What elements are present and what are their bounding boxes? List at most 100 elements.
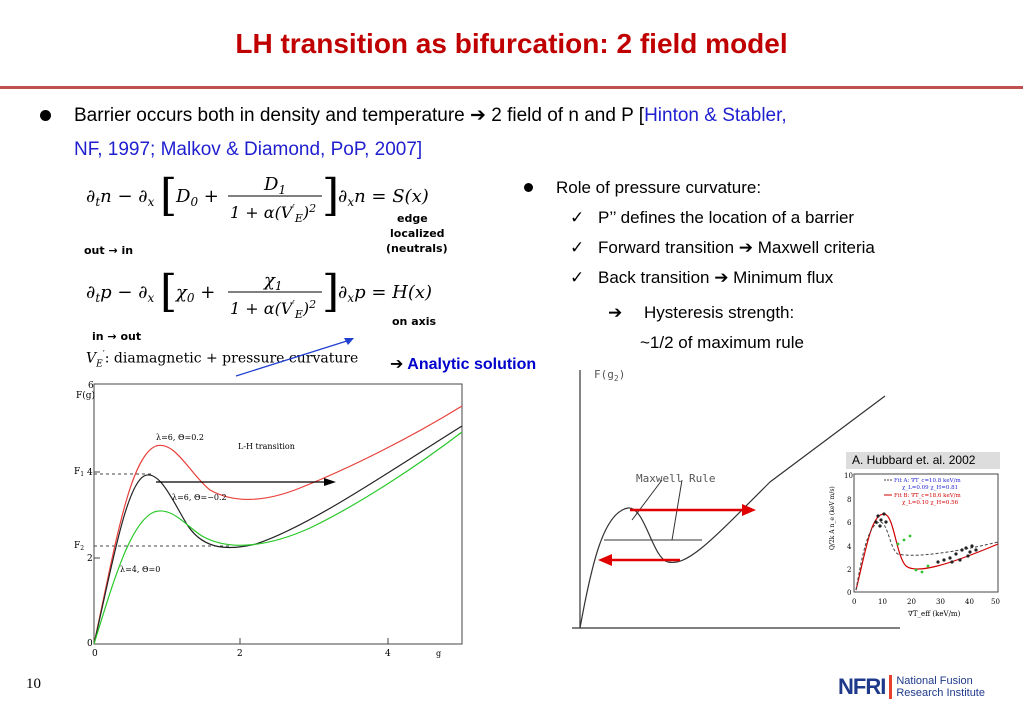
curve-label-red: λ=6, Θ=0.2 xyxy=(156,433,204,442)
y-tick-4: 4 xyxy=(87,468,93,478)
inset-y-tick-8: 8 xyxy=(847,496,851,504)
y-tick-6: 6 xyxy=(88,381,94,391)
svg-text:D1: D1 xyxy=(263,174,286,197)
inset-y-label: Q/2k A n_e (keV m/s) xyxy=(829,486,836,550)
inset-x-tick-10: 10 xyxy=(878,598,887,606)
y-tick-0: 0 xyxy=(87,639,93,649)
check-item-3-text: Back transition ➔ Minimum flux xyxy=(598,268,834,287)
left-plot-frame xyxy=(93,383,463,645)
transition-label: L-H transition xyxy=(238,442,295,451)
check-icon: ✓ xyxy=(570,268,585,287)
svg-text:∂tn − ∂x: ∂tn − ∂x xyxy=(86,186,155,209)
eq1-label-localized: localized xyxy=(390,227,445,240)
inset-x-tick-50: 50 xyxy=(991,598,1000,606)
svg-text:]: ] xyxy=(322,170,339,221)
x-tick-4: 4 xyxy=(385,649,391,658)
svg-text:1 + α(V′E)2: 1 + α(V′E)2 xyxy=(230,298,316,320)
right-plot: F(g2) Maxwell Rule xyxy=(572,368,900,629)
curve-black xyxy=(93,425,463,645)
eq2-label-axis: on axis xyxy=(392,315,437,328)
inset-caption-box: A. Hubbard et. al. 2002 xyxy=(846,452,1000,469)
main-bullet-text2: 2 field of n and P [ xyxy=(485,105,645,126)
title-divider xyxy=(0,86,1023,89)
svg-text:∂xp = H(x): ∂xp = H(x) xyxy=(338,282,432,305)
check-item-1: ✓ P’’ defines the location of a barrier xyxy=(570,208,854,228)
svg-text:1 + α(V′E)2: 1 + α(V′E)2 xyxy=(230,202,316,224)
inset-x-tick-20: 20 xyxy=(907,598,916,606)
reference-line2: NF, 1997; Malkov & Diamond, PoP, 2007] xyxy=(74,139,423,160)
sub-item-text: Hysteresis strength: xyxy=(644,303,795,322)
inset-fit-red xyxy=(855,513,999,591)
main-bullet-dot xyxy=(40,110,51,121)
inset-y-tick-4: 4 xyxy=(847,543,852,551)
eq2-direction: in → out xyxy=(92,330,142,343)
svg-text:χ0 +: χ0 + xyxy=(174,282,215,305)
curve-label-black: λ=6, Θ=−0.2 xyxy=(172,493,227,502)
nfri-logo-bar xyxy=(889,675,893,699)
svg-text:[: [ xyxy=(160,170,177,221)
analytic-arrow: ➔ xyxy=(390,356,404,373)
pointer-arrow xyxy=(235,338,354,377)
equation-pressure: ∂tp − ∂x [ χ0 + χ1 1 + α(V′E)2 ] ∂xp = H… xyxy=(86,266,432,320)
sub-item-2: ~1/2 of maximum rule xyxy=(640,333,804,352)
right-plot-curve xyxy=(579,395,886,629)
inset-legend-1: Fit A: ∇T_c=10.8 keV/m xyxy=(894,478,961,484)
inset-y-tick-6: 6 xyxy=(847,519,852,527)
inset-x-label: ∇T_eff (keV/m) xyxy=(908,610,961,618)
equation-density: ∂tn − ∂x [ D0 + D1 1 + α(V′E)2 ] ∂xn = S… xyxy=(86,170,429,224)
inset-y-tick-2: 2 xyxy=(847,566,851,574)
f2-label: F2 xyxy=(74,541,84,552)
analytic-text: Analytic solution xyxy=(407,356,537,373)
y-axis-title: F(g) xyxy=(76,390,95,401)
maxwell-rule-label: Maxwell Rule xyxy=(636,472,715,485)
right-bullet-dot xyxy=(524,183,533,192)
nfri-logo-text: National Fusion Research Institute xyxy=(896,675,985,699)
inset-x-tick-40: 40 xyxy=(965,598,974,606)
svg-text:∂tp − ∂x: ∂tp − ∂x xyxy=(86,282,155,305)
inset-legend-3: Fit B: ∇T_c=18.6 keV/m xyxy=(894,493,962,499)
inset-x-tick-0: 0 xyxy=(852,598,856,606)
nfri-logo-line2: Research Institute xyxy=(896,687,985,699)
eq1-label-edge: edge xyxy=(397,212,428,225)
x-tick-2: 2 xyxy=(237,649,243,658)
ve-definition: VE′: diamagnetic + pressure curvature xyxy=(86,350,359,370)
inset-x-tick-30: 30 xyxy=(936,598,945,606)
svg-text:χ1: χ1 xyxy=(262,270,283,293)
main-bullet-line1: Barrier occurs both in density and tempe… xyxy=(74,103,787,129)
inset-legend-4: χ_L=0.10 χ_H=0.56 xyxy=(902,500,959,506)
right-bullet-header: Role of pressure curvature: xyxy=(556,178,762,197)
slide-title: LH transition as bifurcation: 2 field mo… xyxy=(235,28,788,59)
svg-text:[: [ xyxy=(160,266,177,317)
check-item-3: ✓ Back transition ➔ Minimum flux xyxy=(570,268,833,288)
sub-item-hysteresis: ➔ Hysteresis strength: xyxy=(608,303,794,323)
x-tick-0: 0 xyxy=(92,649,98,658)
analytic-solution-label: ➔ Analytic solution xyxy=(390,354,536,374)
check-icon: ✓ xyxy=(570,208,585,227)
reference-line1: Hinton & Stabler, xyxy=(644,105,787,126)
curve-label-green: λ=4, Θ=0 xyxy=(120,565,160,574)
svg-text:D0 +: D0 + xyxy=(175,186,219,209)
check-item-2-text: Forward transition ➔ Maxwell criteria xyxy=(598,238,875,257)
inset-scatter-green xyxy=(896,534,930,574)
inset-frame xyxy=(853,473,999,593)
inset-y-tick-10: 10 xyxy=(844,472,853,480)
check-item-2: ✓ Forward transition ➔ Maxwell criteria xyxy=(570,238,875,258)
curve-red xyxy=(93,405,463,645)
curve-green xyxy=(93,431,463,645)
main-bullet-arrow: ➔ xyxy=(470,105,486,126)
eq1-label-neutrals: (neutrals) xyxy=(386,242,448,255)
svg-text:∂xn = S(x): ∂xn = S(x) xyxy=(338,186,429,209)
svg-text:]: ] xyxy=(322,266,339,317)
ve-definition-text: : diamagnetic + pressure curvature xyxy=(104,350,359,367)
x-axis-title: g xyxy=(436,649,441,658)
check-icon: ✓ xyxy=(570,238,585,257)
sub-arrow-icon: ➔ xyxy=(608,303,623,322)
nfri-logo-mark: NFRI xyxy=(838,674,886,699)
left-plot: 6 F(g) 4 2 0 F1 F2 0 2 4 g λ=6, Θ=0.2 L-… xyxy=(74,381,463,658)
check-item-1-text: P’’ defines the location of a barrier xyxy=(598,208,855,227)
inset-scatter-points xyxy=(874,512,978,564)
inset-y-tick-0: 0 xyxy=(847,589,851,597)
main-bullet-text: Barrier occurs both in density and tempe… xyxy=(74,105,465,126)
inset-caption: A. Hubbard et. al. 2002 xyxy=(852,453,976,467)
y-tick-2: 2 xyxy=(87,554,93,564)
